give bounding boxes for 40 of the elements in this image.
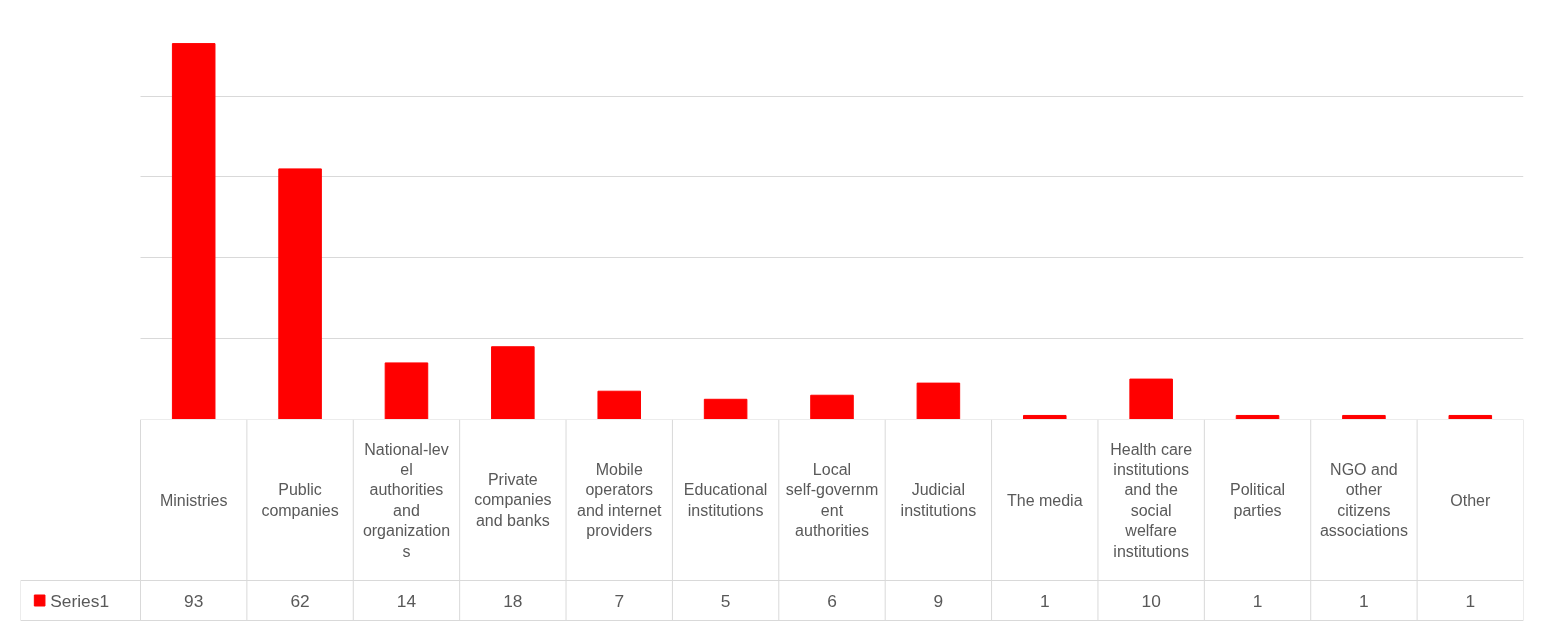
x-tick-label: Private companies and banks (474, 471, 552, 529)
bar (491, 346, 535, 419)
x-tick-label: Health care institutions and the social welfare institutions (1110, 440, 1193, 560)
x-tick-label: Political parties (1229, 481, 1286, 519)
x-tick-label: NGO and other citizens associations (1319, 460, 1408, 540)
legend-label: Series1 (50, 590, 110, 611)
x-tick-label: Mobile operators and internet providers (576, 460, 663, 540)
data-label: 1 (1465, 590, 1476, 611)
x-tick-label: Local self-government authorities (785, 460, 879, 540)
data-label: 93 (184, 590, 204, 611)
data-label: 1 (1359, 590, 1369, 611)
x-tick-label: National-level authorities and organizations (362, 440, 451, 560)
bar (278, 168, 322, 419)
data-label: 62 (290, 590, 310, 611)
x-tick-label: The media (1006, 491, 1083, 509)
bar (1235, 414, 1280, 419)
data-label: 18 (503, 590, 523, 611)
bar (810, 394, 854, 419)
bar (703, 398, 748, 419)
bar (384, 362, 429, 419)
bar (1342, 414, 1386, 419)
bar (1022, 414, 1067, 419)
data-label: 6 (827, 590, 837, 611)
x-tick-label: Ministries (159, 491, 228, 509)
data-label: 10 (1141, 590, 1161, 611)
x-tick-label: Educational institutions (683, 481, 768, 519)
bar (1129, 378, 1173, 419)
data-label: 1 (1252, 590, 1263, 611)
data-label: 1 (1039, 590, 1050, 611)
x-tick-label: Other (1450, 491, 1491, 509)
bar (1448, 414, 1493, 419)
data-label: 7 (614, 590, 625, 611)
data-label: 9 (933, 590, 944, 611)
bar (171, 43, 216, 419)
x-tick-label: Public companies (261, 481, 339, 519)
x-tick-label: Judicial institutions (900, 481, 977, 519)
data-label: 14 (396, 590, 417, 611)
bar (597, 390, 642, 419)
data-label: 5 (720, 590, 731, 611)
bar (916, 382, 961, 419)
